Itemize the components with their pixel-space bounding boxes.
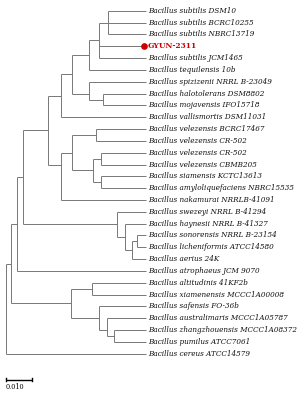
Text: Bacillus cereus ATCC14579: Bacillus cereus ATCC14579: [148, 350, 250, 358]
Text: Bacillus spizizenii NRRL B-23049: Bacillus spizizenii NRRL B-23049: [148, 78, 272, 86]
Text: Bacillus australimaris MCCC1A05787: Bacillus australimaris MCCC1A05787: [148, 314, 288, 322]
Text: Bacillus haynesii NRRL B-41327: Bacillus haynesii NRRL B-41327: [148, 220, 268, 228]
Text: Bacillus atrophaeus JCM 9070: Bacillus atrophaeus JCM 9070: [148, 267, 259, 275]
Text: Bacillus swezeyi NRRL B-41294: Bacillus swezeyi NRRL B-41294: [148, 208, 266, 216]
Text: Bacillus tequilensis 10b: Bacillus tequilensis 10b: [148, 66, 235, 74]
Text: Bacillus subtilis BCRC10255: Bacillus subtilis BCRC10255: [148, 19, 254, 27]
Text: Bacillus safensis FO-36b: Bacillus safensis FO-36b: [148, 302, 239, 310]
Text: Bacillus siamensis KCTC13613: Bacillus siamensis KCTC13613: [148, 172, 262, 180]
Text: Bacillus licheniformis ATCC14580: Bacillus licheniformis ATCC14580: [148, 243, 274, 251]
Text: Bacillus vallismortis DSM11031: Bacillus vallismortis DSM11031: [148, 113, 266, 121]
Text: Bacillus halotolerans DSM8802: Bacillus halotolerans DSM8802: [148, 90, 264, 98]
Text: Bacillus velezensis CBMB205: Bacillus velezensis CBMB205: [148, 160, 257, 168]
Text: Bacillus velezensis CR-502: Bacillus velezensis CR-502: [148, 149, 247, 157]
Text: Bacillus pumilus ATCC7061: Bacillus pumilus ATCC7061: [148, 338, 250, 346]
Text: Bacillus sonorensis NRRL B-23154: Bacillus sonorensis NRRL B-23154: [148, 232, 277, 240]
Text: Bacillus velezensis CR-502: Bacillus velezensis CR-502: [148, 137, 247, 145]
Text: Bacillus subtilis NBRC13719: Bacillus subtilis NBRC13719: [148, 30, 254, 38]
Text: Bacillus xiamenensis MCCC1A00008: Bacillus xiamenensis MCCC1A00008: [148, 290, 284, 298]
Text: Bacillus nakamurai NRRLB-41091: Bacillus nakamurai NRRLB-41091: [148, 196, 274, 204]
Text: Bacillus zhangzhouensis MCCC1A08372: Bacillus zhangzhouensis MCCC1A08372: [148, 326, 297, 334]
Text: Bacillus altitudinis 41KF2b: Bacillus altitudinis 41KF2b: [148, 279, 248, 287]
Text: Bacillus velezensis BCRC17467: Bacillus velezensis BCRC17467: [148, 125, 264, 133]
Text: Bacillus aerius 24K: Bacillus aerius 24K: [148, 255, 219, 263]
Text: Bacillus subtilis DSM10: Bacillus subtilis DSM10: [148, 7, 236, 15]
Text: Bacillus subtilis JCM1465: Bacillus subtilis JCM1465: [148, 54, 243, 62]
Text: Bacillus amyloliquefaciens NBRC15535: Bacillus amyloliquefaciens NBRC15535: [148, 184, 294, 192]
Text: 0.010: 0.010: [6, 383, 25, 391]
Text: GYUN-2311: GYUN-2311: [148, 42, 197, 50]
Text: Bacillus mojavensis IFO15718: Bacillus mojavensis IFO15718: [148, 102, 259, 110]
